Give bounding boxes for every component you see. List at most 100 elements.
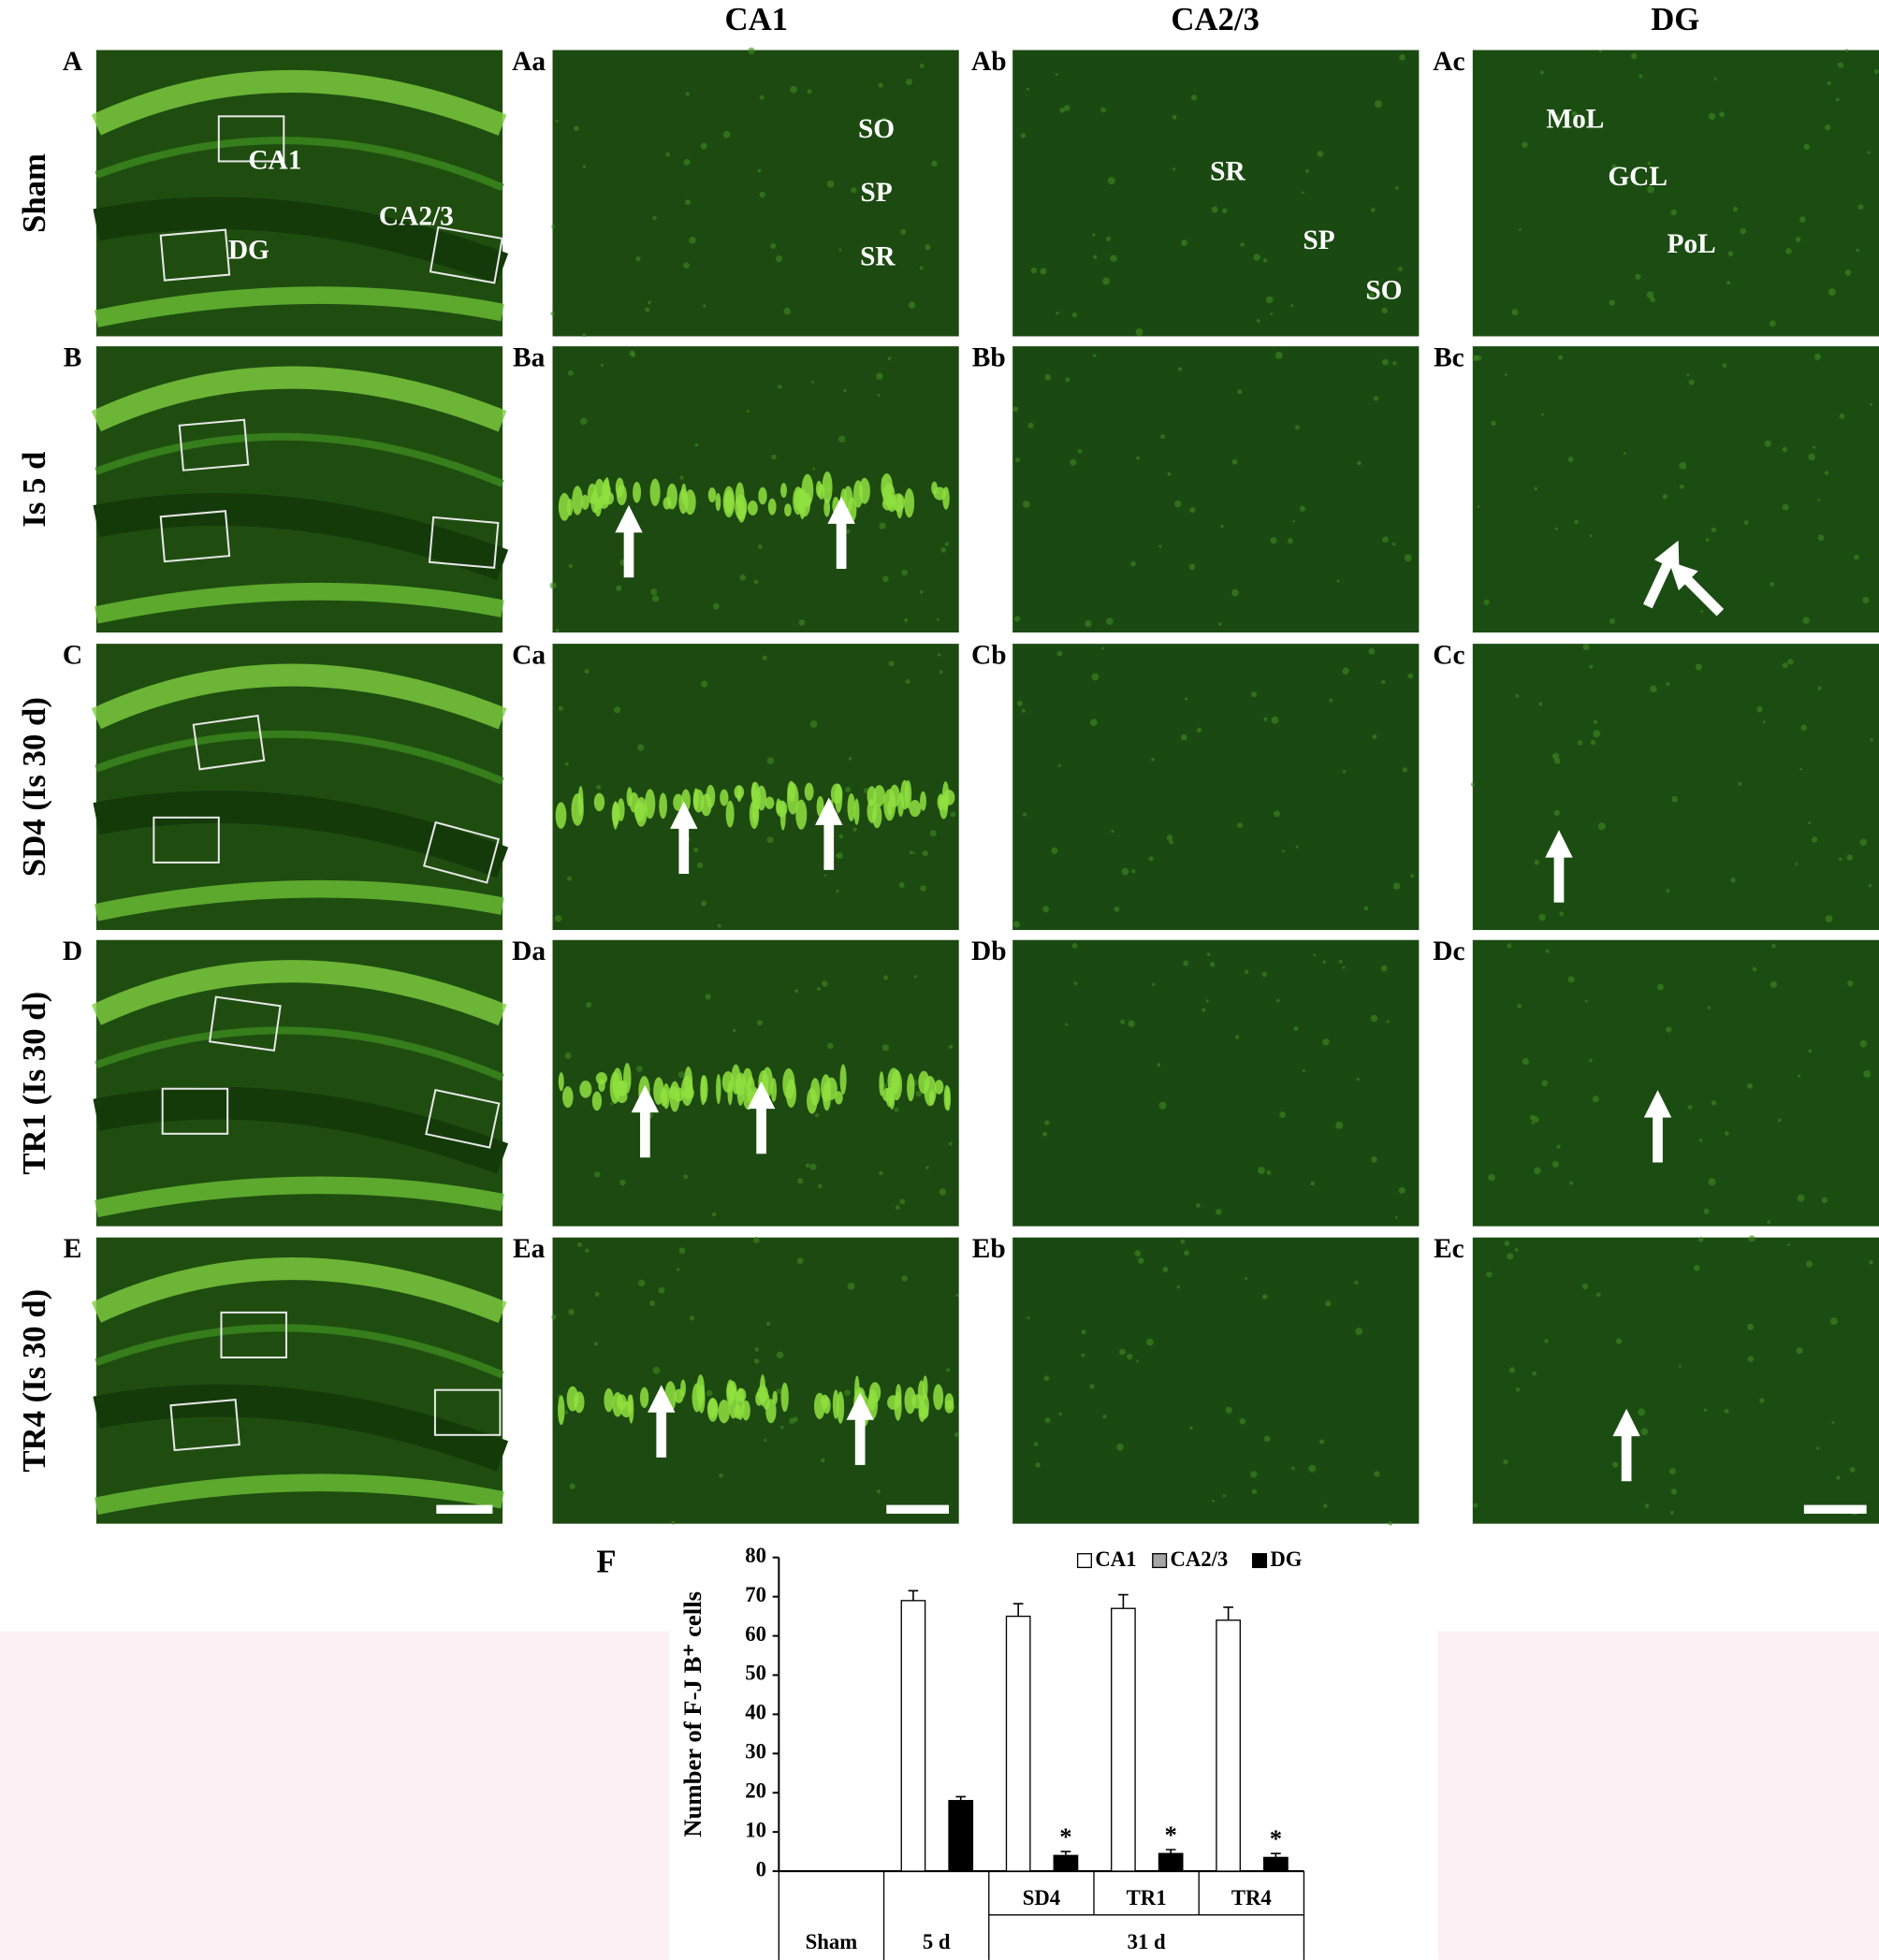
cell-speckle bbox=[776, 1351, 784, 1359]
cell-speckle bbox=[1081, 1353, 1085, 1357]
cell-speckle bbox=[1592, 1096, 1600, 1103]
bar bbox=[900, 1600, 926, 1872]
cell-speckle bbox=[1206, 952, 1211, 957]
region-box bbox=[428, 515, 500, 569]
cell-speckle bbox=[1646, 291, 1654, 298]
cell-speckle bbox=[700, 142, 707, 150]
cell-speckle bbox=[1398, 1186, 1406, 1194]
cell-speckle bbox=[600, 363, 604, 367]
degenerating-neuron bbox=[725, 800, 735, 828]
arrow bbox=[846, 1392, 874, 1465]
cell-speckle bbox=[1299, 505, 1305, 512]
cell-speckle bbox=[783, 307, 791, 315]
cell-speckle bbox=[1073, 981, 1078, 986]
legend-label: CA1 bbox=[1095, 1547, 1136, 1571]
y-tick-label: 80 bbox=[745, 1544, 766, 1567]
panel-label: F bbox=[596, 1544, 616, 1580]
cell-speckle bbox=[766, 836, 774, 844]
cell-speckle bbox=[679, 475, 684, 480]
cell-speckle bbox=[1394, 186, 1399, 190]
legend-swatch bbox=[1076, 1553, 1092, 1569]
region-label: MoL bbox=[1546, 104, 1604, 134]
cell-speckle bbox=[1158, 1101, 1167, 1110]
cell-speckle bbox=[1640, 1428, 1649, 1436]
cell-speckle bbox=[794, 989, 799, 994]
degenerating-neuron bbox=[616, 1080, 626, 1096]
cell-speckle bbox=[1262, 258, 1268, 263]
cell-speckle bbox=[1473, 1503, 1478, 1508]
error-bar bbox=[1223, 1606, 1233, 1620]
arrow bbox=[1642, 540, 1680, 609]
panel-label: E bbox=[64, 1234, 82, 1264]
cell-speckle bbox=[1844, 49, 1849, 52]
cell-speckle bbox=[1777, 1118, 1782, 1123]
cell-speckle bbox=[818, 1183, 823, 1189]
arrow bbox=[827, 496, 855, 569]
micrograph bbox=[1472, 50, 1879, 337]
cell-speckle bbox=[1598, 50, 1602, 53]
degenerating-neuron bbox=[782, 1067, 795, 1099]
cell-speckle bbox=[1257, 319, 1260, 323]
cell-speckle bbox=[1290, 304, 1294, 308]
cell-speckle bbox=[1319, 1439, 1324, 1445]
y-tick-label: 40 bbox=[745, 1701, 766, 1724]
bar bbox=[1158, 1852, 1184, 1872]
cell-speckle bbox=[1092, 233, 1096, 237]
cell-speckle bbox=[1042, 906, 1050, 913]
arrow bbox=[1545, 830, 1573, 903]
cell-speckle bbox=[888, 661, 895, 667]
cell-speckle bbox=[1856, 248, 1859, 253]
cell-speckle bbox=[1373, 396, 1379, 401]
cell-speckle bbox=[1859, 838, 1868, 846]
cell-speckle bbox=[1225, 1406, 1232, 1414]
cell-speckle bbox=[898, 881, 905, 888]
cell-speckle bbox=[1554, 527, 1558, 530]
cell-speckle bbox=[1294, 425, 1300, 430]
degenerating-neuron bbox=[593, 792, 605, 812]
cell-speckle bbox=[1056, 650, 1063, 657]
cell-speckle bbox=[1057, 763, 1061, 767]
cell-speckle bbox=[555, 119, 559, 123]
micrograph bbox=[1472, 644, 1879, 931]
region-box bbox=[220, 1311, 287, 1358]
cell-speckle bbox=[1322, 960, 1326, 964]
cell-speckle bbox=[954, 1431, 959, 1438]
cell-speckle bbox=[1044, 1120, 1050, 1125]
degenerating-neuron bbox=[617, 1394, 627, 1410]
cell-speckle bbox=[1534, 1167, 1541, 1175]
cell-speckle bbox=[1770, 582, 1775, 587]
tissue-layer bbox=[94, 879, 504, 922]
cell-speckle bbox=[1342, 667, 1349, 675]
cell-speckle bbox=[1511, 309, 1519, 316]
cell-speckle bbox=[915, 1090, 923, 1097]
panel-label: A bbox=[63, 47, 82, 77]
cell-speckle bbox=[1539, 70, 1544, 75]
cell-speckle bbox=[1270, 537, 1277, 544]
cell-speckle bbox=[1363, 906, 1369, 911]
cell-speckle bbox=[1873, 69, 1879, 74]
cell-speckle bbox=[1185, 697, 1188, 701]
cell-speckle bbox=[913, 975, 917, 979]
row-label: TR4 (Is 30 d) bbox=[16, 1289, 52, 1473]
cell-speckle bbox=[1612, 1461, 1619, 1468]
cell-speckle bbox=[1556, 1144, 1561, 1149]
region-box bbox=[429, 225, 503, 284]
cell-speckle bbox=[1670, 209, 1677, 216]
panel-label: Ec bbox=[1434, 1234, 1464, 1264]
cell-speckle bbox=[1767, 1220, 1771, 1225]
micrograph bbox=[1012, 939, 1420, 1227]
degenerating-neuron bbox=[822, 471, 833, 504]
cell-speckle bbox=[1375, 100, 1382, 109]
cell-speckle bbox=[1808, 1049, 1813, 1053]
cell-speckle bbox=[1274, 810, 1281, 818]
degenerating-neuron bbox=[934, 1080, 944, 1095]
panel-label: Cb bbox=[971, 641, 1007, 671]
cell-speckle bbox=[551, 1314, 557, 1320]
y-tick-label: 0 bbox=[756, 1857, 766, 1880]
significance-marker: * bbox=[1164, 1821, 1176, 1849]
degenerating-neuron bbox=[700, 1075, 706, 1106]
cell-speckle bbox=[936, 617, 940, 621]
region-box bbox=[161, 1087, 229, 1135]
panel-label: B bbox=[64, 343, 82, 373]
cell-speckle bbox=[1030, 267, 1038, 274]
